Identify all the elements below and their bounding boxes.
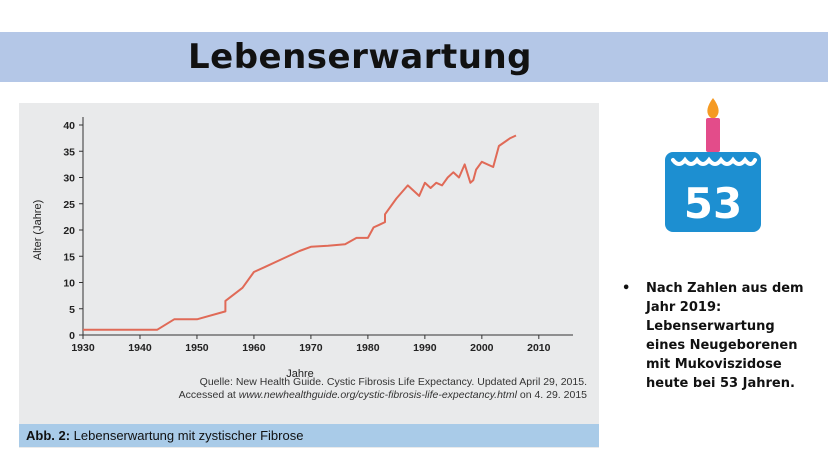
caption-label: Abb. 2: (26, 428, 71, 443)
y-tick-label: 35 (63, 146, 75, 158)
x-tick-label: 1950 (185, 342, 209, 354)
slide-title: Lebenserwartung (187, 37, 532, 77)
caption-bar: Abb. 2: Lebenserwartung mit zystischer F… (19, 424, 599, 447)
source-line-2: Accessed at www.newhealthguide.org/cysti… (19, 389, 587, 402)
chart-figure: 0 5 10 15 20 25 30 35 40 1930 1940 1950 1960 1970 1980… (19, 103, 599, 448)
source-note: Quelle: New Health Guide. Cystic Fibrosi… (19, 376, 587, 402)
title-bar (0, 32, 828, 82)
candle-flame (707, 98, 719, 119)
series-line-0 (83, 134, 517, 331)
bullet-text: Nach Zahlen aus dem Jahr 2019: Lebenserw… (646, 281, 804, 391)
bullet-marker: • (622, 281, 631, 296)
y-tick-label: 15 (63, 251, 75, 263)
figure-caption: Abb. 2: Lebenserwartung mit zystischer F… (26, 424, 303, 447)
y-tick-label: 10 (63, 278, 75, 290)
y-tick-label: 5 (69, 304, 75, 316)
x-axis-label: Jahre (286, 368, 314, 380)
x-tick-label: 1960 (242, 342, 266, 354)
y-tick-label: 20 (63, 225, 75, 237)
cake-body (665, 152, 761, 232)
x-tick-label: 2000 (470, 342, 494, 354)
x-tick-label: 1990 (413, 342, 437, 354)
x-tick-label: 1940 (128, 342, 152, 354)
x-tick-label: 1980 (356, 342, 380, 354)
y-tick-label: 30 (63, 173, 75, 185)
source-prefix: Accessed at (178, 389, 239, 401)
birthday-cake-icon: 53 (665, 98, 761, 232)
y-tick-label: 25 (63, 199, 75, 211)
source-suffix: on 4. 29. 2015 (516, 389, 587, 401)
y-tick-label: 40 (63, 120, 75, 132)
cake-frosting (671, 156, 757, 166)
y-tick-label: 0 (69, 330, 75, 342)
candle (706, 118, 720, 152)
life-expectancy-chart: 0 5 10 15 20 25 30 35 40 1930 1940 1950 1960 1970 1980… (32, 117, 573, 380)
x-tick-label: 1970 (299, 342, 323, 354)
x-tick-label: 1930 (71, 342, 95, 354)
cake-number: 53 (684, 179, 742, 228)
x-tick-label: 2010 (527, 342, 551, 354)
caption-text: Lebenserwartung mit zystischer Fibrose (70, 428, 304, 443)
source-line-1: Quelle: New Health Guide. Cystic Fibrosi… (199, 376, 587, 388)
source-url: www.newhealthguide.org/cystic-fibrosis-l… (238, 389, 517, 401)
y-axis-label: Alter (Jahre) (32, 200, 44, 261)
